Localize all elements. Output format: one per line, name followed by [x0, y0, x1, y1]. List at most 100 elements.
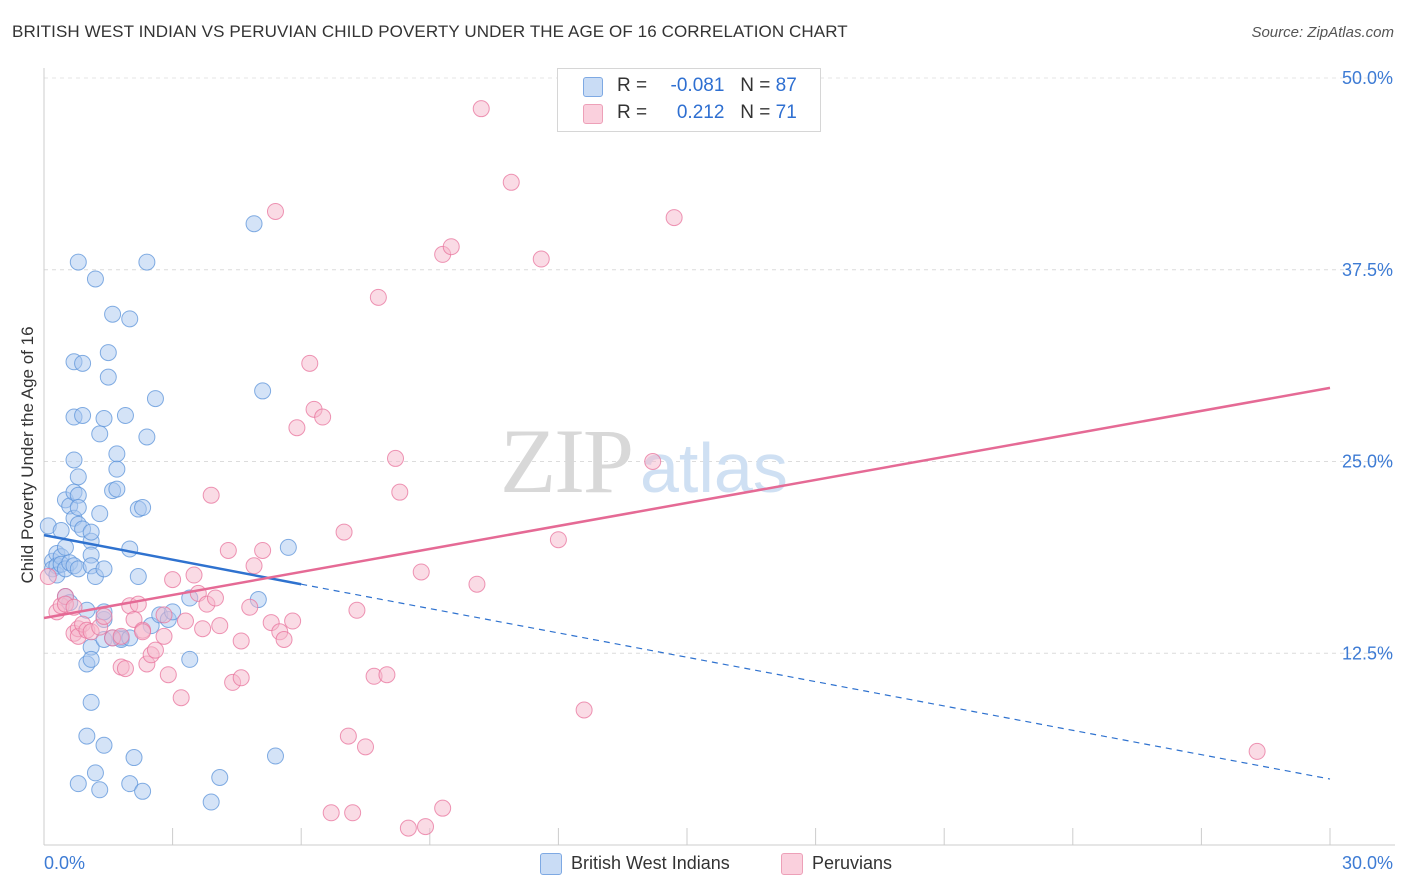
- peruvian-point: [116, 660, 134, 678]
- peruvian-point: [206, 589, 224, 607]
- bottom-legend-label: Peruvians: [812, 853, 893, 873]
- british-west-indian-point: [134, 499, 152, 517]
- peruvian-point: [412, 563, 430, 581]
- british-west-indian-point: [82, 693, 100, 711]
- peruvian-point: [665, 209, 683, 227]
- trend-line-peruvians: [43, 386, 1331, 620]
- british-west-indian-point: [95, 560, 113, 578]
- peruvian-point: [322, 804, 340, 822]
- british-west-indian-point: [82, 650, 100, 668]
- british-west-indian-point: [69, 775, 87, 793]
- peruvian-point: [399, 819, 417, 837]
- peruvian-point: [241, 598, 259, 616]
- source-label: Source: ZipAtlas.com: [1251, 24, 1394, 41]
- peruvian-point: [387, 449, 405, 467]
- peruvian-point: [185, 566, 203, 584]
- y-tick-label: 37.5%: [1342, 260, 1393, 280]
- watermark-atlas: atlas: [640, 429, 788, 507]
- peruvian-point: [134, 623, 152, 641]
- peruvian-point: [164, 571, 182, 589]
- british-west-indian-point: [74, 354, 92, 372]
- bottom-legend-swatch-blue: [540, 853, 562, 875]
- peruvian-point: [232, 669, 250, 687]
- x-tick-label: 30.0%: [1342, 853, 1393, 873]
- peruvian-point: [335, 523, 353, 541]
- british-west-indian-point: [99, 344, 117, 362]
- british-west-indian-point: [138, 428, 156, 446]
- y-tick-label: 50.0%: [1342, 68, 1393, 88]
- peruvian-point: [155, 627, 173, 645]
- peruvian-point: [172, 689, 190, 707]
- y-axis-label: Child Poverty Under the Age of 16: [18, 326, 37, 583]
- british-west-indian-point: [86, 270, 104, 288]
- british-west-indian-point: [74, 406, 92, 424]
- british-west-indian-point: [202, 793, 220, 811]
- british-west-indian-point: [181, 650, 199, 668]
- british-west-indian-point: [91, 505, 109, 523]
- peruvian-point: [219, 541, 237, 559]
- peruvian-point: [369, 288, 387, 306]
- peruvian-point: [532, 250, 550, 268]
- british-west-indian-point: [69, 499, 87, 517]
- watermark-zip: ZIP: [500, 410, 632, 512]
- peruvian-point: [468, 575, 486, 593]
- peruvian-point: [146, 641, 164, 659]
- british-west-indian-point: [254, 382, 272, 400]
- british-west-indian-point: [95, 410, 113, 428]
- british-west-indian-point: [146, 390, 164, 408]
- zipatlas-watermark: ZIP atlas: [500, 410, 788, 512]
- correlation-legend: R = -0.081 N = 87 R = 0.212 N = 71: [557, 68, 821, 132]
- x-tick-label: 0.0%: [44, 853, 85, 873]
- british-west-indian-point: [245, 215, 263, 233]
- peruvian-point: [357, 738, 374, 756]
- british-west-indian-point: [65, 451, 83, 469]
- peruvian-point: [575, 701, 593, 719]
- peruvian-point: [502, 173, 520, 191]
- british-west-indian-point: [138, 253, 156, 271]
- peruvian-point: [194, 620, 212, 638]
- data-points: [39, 100, 1266, 837]
- peruvian-point: [155, 606, 173, 624]
- british-west-indian-point: [56, 538, 74, 556]
- peruvian-point: [176, 612, 194, 630]
- peruvian-point: [284, 612, 302, 630]
- peruvian-point: [129, 595, 147, 613]
- british-west-indian-point: [69, 468, 87, 486]
- british-west-indian-point: [108, 460, 126, 478]
- peruvian-point: [339, 727, 357, 745]
- peruvian-point: [391, 483, 409, 501]
- british-west-indian-point: [134, 782, 152, 800]
- british-west-indian-point: [108, 445, 126, 463]
- peruvian-point: [232, 632, 250, 650]
- trend-line-british-west-indians-extension: [301, 583, 1331, 780]
- peruvian-point: [1248, 742, 1266, 760]
- peruvian-point: [314, 408, 332, 426]
- peruvian-point: [202, 486, 220, 504]
- peruvian-point: [254, 541, 272, 559]
- peruvian-point: [378, 666, 396, 684]
- british-west-indian-point: [129, 568, 147, 586]
- peruvian-point: [344, 804, 362, 822]
- peruvian-point: [301, 354, 319, 372]
- peruvian-point: [417, 818, 435, 836]
- british-west-indian-point: [91, 781, 109, 799]
- y-tick-label: 12.5%: [1342, 643, 1393, 663]
- axes: [43, 68, 1395, 846]
- peruvian-point: [159, 666, 177, 684]
- peruvian-point: [348, 601, 366, 619]
- british-west-indian-point: [78, 727, 96, 745]
- legend-swatch-blue: [583, 77, 603, 97]
- legend-n-value: 71: [775, 102, 797, 123]
- british-west-indian-point: [266, 747, 284, 765]
- british-west-indian-point: [121, 310, 139, 328]
- british-west-indian-point: [279, 538, 297, 556]
- peruvian-point: [211, 617, 229, 635]
- british-west-indian-point: [95, 736, 113, 754]
- peruvian-point: [288, 419, 306, 437]
- tick-labels: 50.0% 37.5% 25.0% 12.5% 0.0% 30.0%: [44, 68, 1393, 873]
- british-west-indian-point: [108, 480, 126, 498]
- british-west-indian-point: [104, 305, 122, 323]
- peruvian-point: [549, 531, 567, 549]
- bottom-legend-label: British West Indians: [571, 853, 730, 873]
- british-west-indian-point: [121, 540, 139, 558]
